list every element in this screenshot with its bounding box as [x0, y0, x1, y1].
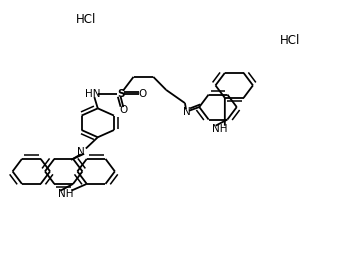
- Text: HCl: HCl: [280, 34, 300, 46]
- Text: NH: NH: [58, 189, 73, 199]
- Text: HCl: HCl: [76, 13, 96, 26]
- Text: N: N: [183, 107, 190, 117]
- Text: N: N: [77, 147, 84, 157]
- Text: NH: NH: [212, 124, 227, 134]
- Text: HN: HN: [85, 89, 101, 99]
- Text: O: O: [139, 89, 147, 99]
- Text: O: O: [119, 105, 128, 115]
- Text: S: S: [117, 89, 124, 99]
